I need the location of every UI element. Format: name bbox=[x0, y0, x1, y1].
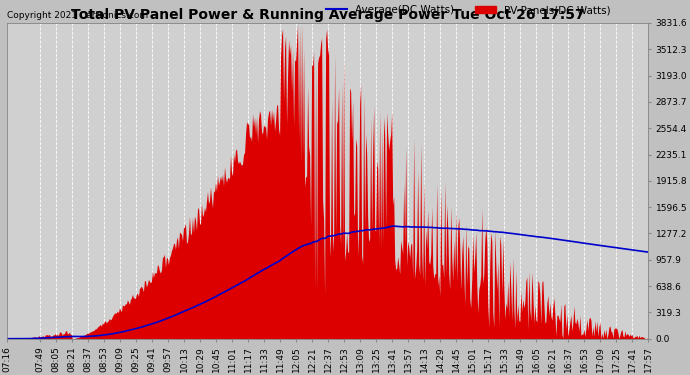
Text: Copyright 2021 Cartronics.com: Copyright 2021 Cartronics.com bbox=[8, 11, 148, 20]
Legend: Average(DC Watts), PV Panels(DC Watts): Average(DC Watts), PV Panels(DC Watts) bbox=[322, 1, 615, 19]
Title: Total PV Panel Power & Running Average Power Tue Oct 26 17:57: Total PV Panel Power & Running Average P… bbox=[71, 8, 584, 22]
